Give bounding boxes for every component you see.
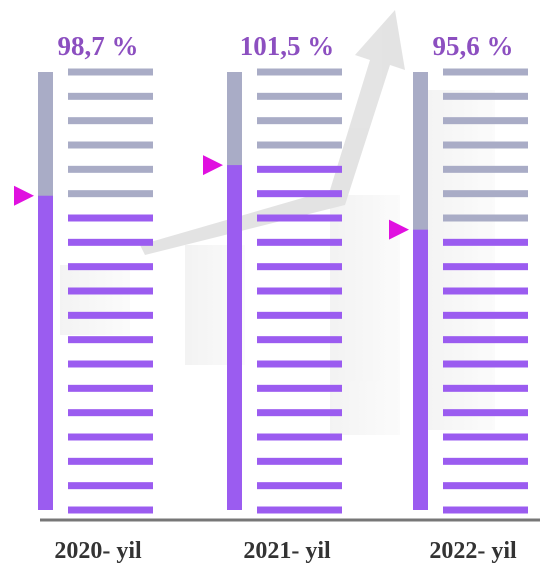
gauge-stripe: [257, 190, 342, 198]
gauge-stripe: [257, 409, 342, 417]
gauge-stripe: [68, 457, 153, 465]
gauge-stripe: [68, 190, 153, 198]
gauge-stripe: [257, 287, 342, 295]
gauge-stripe: [257, 238, 342, 246]
gauge-stripe: [257, 92, 342, 100]
gauge-stripe: [257, 214, 342, 222]
gauge-stripe: [257, 457, 342, 465]
gauge-fill: [227, 165, 242, 510]
gauge-stripe: [443, 506, 528, 514]
gauge-stripe: [68, 263, 153, 271]
gauge-stripe: [68, 141, 153, 149]
gauge-stripe: [68, 409, 153, 417]
value-label: 98,7 %: [58, 31, 139, 61]
gauge-stripe: [257, 68, 342, 76]
gauge-stripe: [68, 433, 153, 441]
gauge-stripe: [68, 311, 153, 319]
gauge-stripe: [68, 360, 153, 368]
gauge-stripe: [443, 141, 528, 149]
gauge-stripe: [68, 165, 153, 173]
gauge-stripe: [443, 457, 528, 465]
gauge-stripe: [443, 238, 528, 246]
gauge-stripe: [68, 384, 153, 392]
gauge-stripe: [257, 506, 342, 514]
gauge-stripe: [257, 117, 342, 125]
gauge-stripe: [443, 360, 528, 368]
gauge-stripe: [443, 92, 528, 100]
gauge-fill: [413, 229, 428, 510]
gauge-stripe: [443, 165, 528, 173]
gauge-stripe: [443, 263, 528, 271]
gauge-stripe: [257, 360, 342, 368]
gauge-stripe: [443, 214, 528, 222]
gauge-stripe: [443, 433, 528, 441]
category-label: 2022- yil: [429, 538, 517, 564]
gauge-stripe: [68, 92, 153, 100]
gauge-stripe: [257, 384, 342, 392]
gauge-stripe: [443, 482, 528, 490]
gauge-stripe: [443, 384, 528, 392]
gauge-stripe: [68, 117, 153, 125]
pointer: [203, 155, 223, 176]
gauge-stripe: [443, 409, 528, 417]
value-label: 101,5 %: [240, 31, 335, 61]
gauge-stripe: [257, 336, 342, 344]
gauge-stripe: [257, 482, 342, 490]
gauge-stripe: [443, 287, 528, 295]
gauge-stripe: [443, 311, 528, 319]
gauge-stripe: [257, 263, 342, 271]
gauge-stripe: [68, 482, 153, 490]
category-label: 2020- yil: [54, 538, 142, 564]
gauge-stripe: [257, 311, 342, 319]
gauge-stripe: [68, 238, 153, 246]
gauge-stripe: [443, 68, 528, 76]
gauge-stripe: [68, 214, 153, 222]
gauge-stripe: [68, 287, 153, 295]
gauge-stripe: [257, 165, 342, 173]
gauge-stripe: [443, 117, 528, 125]
gauge-fill: [38, 195, 53, 511]
category-label: 2021- yil: [243, 538, 331, 564]
value-label: 95,6 %: [433, 31, 514, 61]
gauge-stripe: [68, 336, 153, 344]
pointer: [389, 219, 409, 240]
gauge-stripe: [443, 336, 528, 344]
gauge-stripe: [68, 506, 153, 514]
gauge-stripe: [443, 190, 528, 198]
gauge-stripe: [257, 433, 342, 441]
pointer: [14, 185, 34, 206]
gauge-stripe: [68, 68, 153, 76]
gauge-stripe: [257, 141, 342, 149]
